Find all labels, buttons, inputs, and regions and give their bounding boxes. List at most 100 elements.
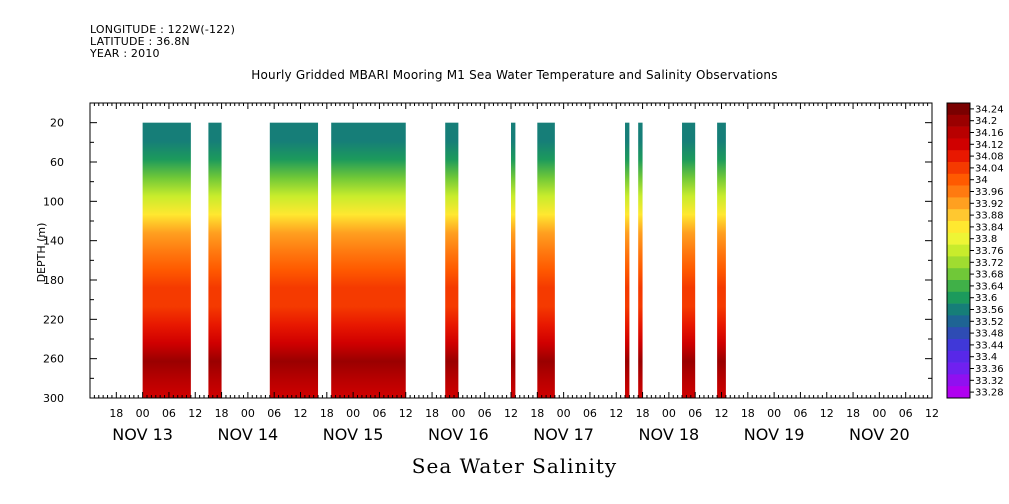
- chart-title: Hourly Gridded MBARI Mooring M1 Sea Wate…: [251, 68, 778, 82]
- x-hour-label: 00: [767, 407, 781, 420]
- x-hour-label: 06: [372, 407, 386, 420]
- colorbar-swatch: [947, 386, 970, 399]
- data-block-3: [269, 122, 319, 399]
- x-hour-label: 12: [188, 407, 202, 420]
- x-hour-label: 00: [557, 407, 571, 420]
- x-hour-label: 06: [688, 407, 702, 420]
- x-hour-label: 18: [320, 407, 334, 420]
- x-day-label: NOV 18: [639, 425, 700, 444]
- colorbar-swatch: [947, 327, 970, 340]
- y-tick-label: 220: [43, 313, 64, 326]
- colorbar: 34.2434.234.1634.1234.0834.043433.9633.9…: [946, 102, 1004, 399]
- year-label: YEAR : 2010: [90, 47, 160, 60]
- x-hour-label: 18: [741, 407, 755, 420]
- colorbar-swatch: [947, 162, 970, 175]
- x-hour-label: 06: [478, 407, 492, 420]
- colorbar-label: 33.6: [975, 293, 997, 304]
- x-hour-label: 12: [399, 407, 413, 420]
- data-block-10: [682, 122, 696, 399]
- y-tick-label: 20: [50, 117, 64, 130]
- colorbar-swatch: [947, 280, 970, 293]
- data-block-7: [537, 122, 555, 399]
- x-hour-label: 12: [715, 407, 729, 420]
- colorbar-swatch: [947, 209, 970, 222]
- x-day-label: NOV 16: [428, 425, 489, 444]
- colorbar-label: 33.28: [975, 388, 1004, 399]
- x-day-label: NOV 20: [849, 425, 910, 444]
- colorbar-swatch: [947, 362, 970, 375]
- x-hour-label: 06: [267, 407, 281, 420]
- colorbar-label: 33.56: [975, 305, 1004, 316]
- colorbar-swatch: [947, 374, 970, 387]
- colorbar-label: 33.44: [975, 340, 1004, 351]
- colorbar-label: 33.36: [975, 364, 1004, 375]
- x-hour-label: 18: [109, 407, 123, 420]
- x-hour-label: 00: [136, 407, 150, 420]
- colorbar-label: 33.8: [975, 234, 997, 245]
- x-hour-label: 00: [872, 407, 886, 420]
- y-tick-label: 140: [43, 235, 64, 248]
- x-hour-label: 00: [241, 407, 255, 420]
- x-hour-label: 00: [346, 407, 360, 420]
- colorbar-swatch: [947, 232, 970, 245]
- colorbar-swatch: [947, 350, 970, 363]
- colorbar-label: 33.4: [975, 352, 997, 363]
- data-block-6: [511, 122, 516, 399]
- colorbar-swatch: [947, 339, 970, 352]
- colorbar-swatch: [947, 315, 970, 328]
- data-block-1: [142, 122, 191, 399]
- data-blocks-layer: [142, 122, 726, 399]
- colorbar-label: 34.08: [975, 152, 1004, 163]
- x-day-label: NOV 15: [323, 425, 384, 444]
- colorbar-swatch: [947, 244, 970, 257]
- x-axis-title: Sea Water Salinity: [411, 454, 618, 478]
- x-day-label: NOV 17: [533, 425, 594, 444]
- x-hour-label: 00: [451, 407, 465, 420]
- data-block-11: [717, 122, 726, 399]
- data-block-8: [625, 122, 630, 399]
- x-hour-label: 06: [899, 407, 913, 420]
- colorbar-swatch: [947, 103, 970, 116]
- x-hour-label: 06: [583, 407, 597, 420]
- y-tick-label: 260: [43, 353, 64, 366]
- colorbar-label: 33.84: [975, 222, 1004, 233]
- y-tick-label: 180: [43, 274, 64, 287]
- data-block-5: [445, 122, 459, 399]
- colorbar-swatch: [947, 138, 970, 151]
- x-hour-label: 12: [820, 407, 834, 420]
- colorbar-label: 33.92: [975, 199, 1004, 210]
- colorbar-label: 33.64: [975, 281, 1004, 292]
- x-hour-label: 18: [530, 407, 544, 420]
- axis-labels-layer: 20 60 100 140 180 220 260 300 18 00 06 12 18 00 06 12 18…: [43, 117, 939, 444]
- colorbar-label: 33.68: [975, 270, 1004, 281]
- colorbar-label: 33.48: [975, 329, 1004, 340]
- colorbar-swatch: [947, 268, 970, 281]
- colorbar-swatch: [947, 126, 970, 139]
- latitude-label: LATITUDE : 36.8N: [90, 35, 190, 48]
- y-axis-title: DEPTH (m): [35, 223, 48, 283]
- y-tick-label: 300: [43, 392, 64, 405]
- colorbar-label: 34.04: [975, 163, 1004, 174]
- data-block-9: [638, 122, 643, 399]
- x-hour-label: 00: [662, 407, 676, 420]
- colorbar-label: 34: [975, 175, 988, 186]
- x-hour-label: 18: [215, 407, 229, 420]
- x-hour-label: 12: [609, 407, 623, 420]
- colorbar-label: 34.16: [975, 128, 1004, 139]
- colorbar-swatch: [947, 256, 970, 269]
- data-block-2: [208, 122, 222, 399]
- colorbar-swatch: [947, 185, 970, 198]
- x-hour-label: 18: [636, 407, 650, 420]
- y-tick-label: 60: [50, 156, 64, 169]
- colorbar-label: 34.2: [975, 116, 997, 127]
- colorbar-label: 34.24: [975, 104, 1004, 115]
- colorbar-label: 34.12: [975, 140, 1004, 151]
- x-hour-label: 06: [162, 407, 176, 420]
- x-hour-label: 18: [425, 407, 439, 420]
- y-tick-label: 100: [43, 195, 64, 208]
- colorbar-label: 33.52: [975, 317, 1004, 328]
- colorbar-swatch: [947, 303, 970, 316]
- colorbar-label: 33.72: [975, 258, 1004, 269]
- x-day-label: NOV 19: [744, 425, 805, 444]
